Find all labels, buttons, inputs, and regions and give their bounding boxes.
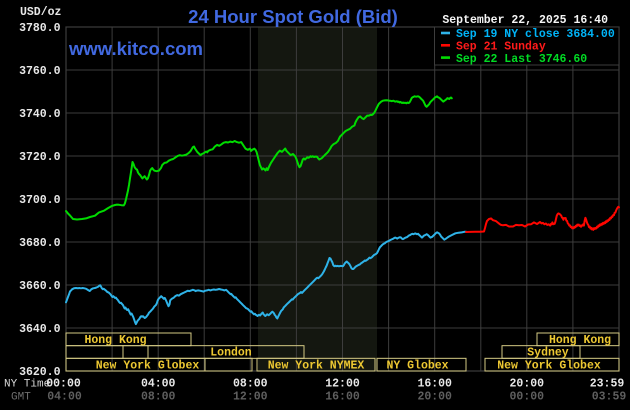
svg-text:3760.0: 3760.0 <box>19 65 61 78</box>
svg-text:3660.0: 3660.0 <box>19 280 61 293</box>
svg-text:NY Globex: NY Globex <box>386 359 448 372</box>
svg-text:USD/oz: USD/oz <box>20 6 62 19</box>
svg-text:04:00: 04:00 <box>47 391 82 404</box>
svg-text:New York NYMEX: New York NYMEX <box>268 359 365 372</box>
svg-text:Sep 21 Sunday: Sep 21 Sunday <box>456 41 546 54</box>
svg-text:00:00: 00:00 <box>46 378 81 391</box>
svg-text:Hong Kong: Hong Kong <box>84 334 146 347</box>
svg-text:12:00: 12:00 <box>233 391 268 404</box>
svg-text:24 Hour Spot Gold (Bid): 24 Hour Spot Gold (Bid) <box>188 6 398 27</box>
svg-text:New York Globex: New York Globex <box>96 359 200 372</box>
svg-text:3620.0: 3620.0 <box>19 366 61 379</box>
svg-text:London: London <box>210 347 252 360</box>
svg-text:12:00: 12:00 <box>325 378 360 391</box>
svg-text:03:59: 03:59 <box>592 391 627 404</box>
svg-text:20:00: 20:00 <box>510 378 545 391</box>
svg-text:04:00: 04:00 <box>141 378 176 391</box>
svg-text:New York Globex: New York Globex <box>497 359 601 372</box>
svg-text:Sep 19 NY close 3684.00: Sep 19 NY close 3684.00 <box>456 28 615 41</box>
svg-text:NY Time: NY Time <box>4 379 50 391</box>
svg-text:00:00: 00:00 <box>510 391 545 404</box>
svg-text:3780.0: 3780.0 <box>19 22 61 35</box>
svg-text:3720.0: 3720.0 <box>19 151 61 164</box>
svg-text:3740.0: 3740.0 <box>19 108 61 121</box>
svg-text:08:00: 08:00 <box>141 391 176 404</box>
svg-text:www.kitco.com: www.kitco.com <box>68 38 203 59</box>
svg-text:Sep 22 Last 3746.60: Sep 22 Last 3746.60 <box>456 53 587 66</box>
svg-text:3640.0: 3640.0 <box>19 323 61 336</box>
svg-text:Hong Kong: Hong Kong <box>549 334 611 347</box>
svg-text:September 22, 2025 16:40: September 22, 2025 16:40 <box>442 14 608 27</box>
svg-text:16:00: 16:00 <box>325 391 360 404</box>
svg-text:3680.0: 3680.0 <box>19 237 61 250</box>
svg-text:3700.0: 3700.0 <box>19 194 61 207</box>
svg-text:23:59: 23:59 <box>590 378 625 391</box>
svg-text:Sydney: Sydney <box>527 347 569 360</box>
svg-text:20:00: 20:00 <box>417 391 452 404</box>
svg-text:08:00: 08:00 <box>233 378 268 391</box>
svg-text:GMT: GMT <box>11 392 31 404</box>
svg-text:16:00: 16:00 <box>417 378 452 391</box>
